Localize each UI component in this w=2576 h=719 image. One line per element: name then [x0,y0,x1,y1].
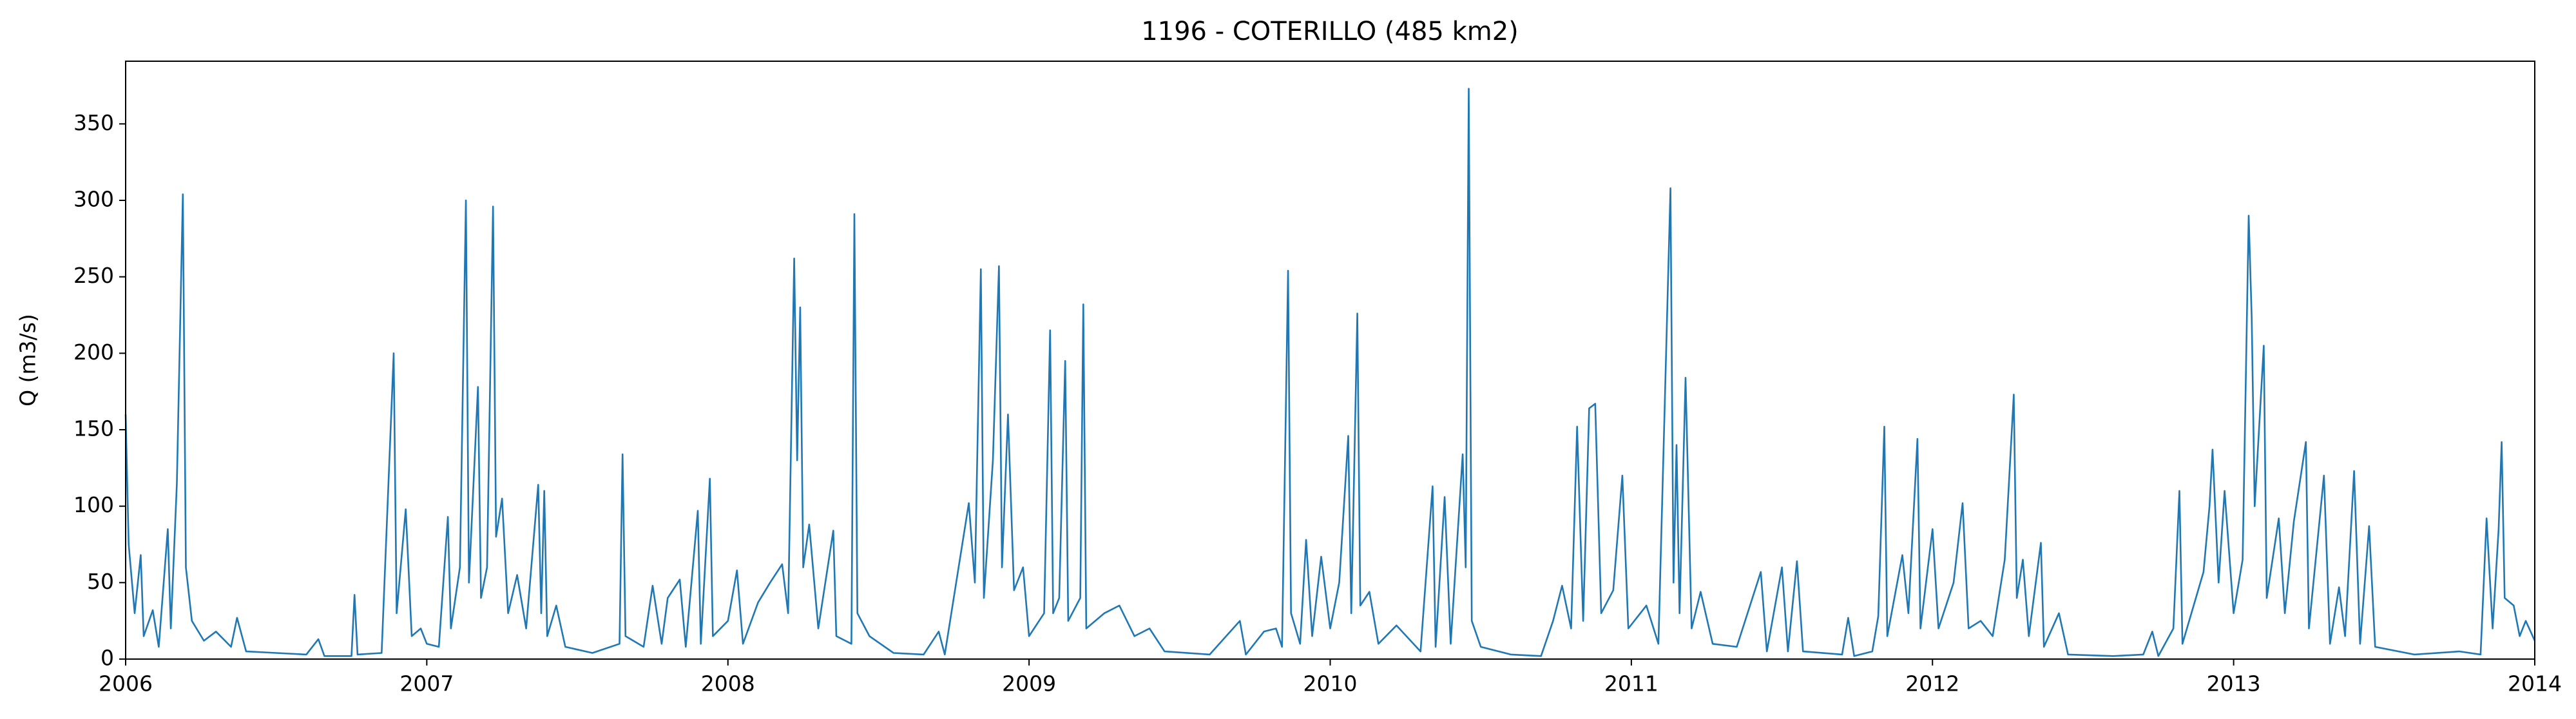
x-tick-label: 2009 [1002,671,1056,696]
y-tick-label: 150 [73,416,114,441]
flow-line [124,88,2536,657]
y-tick-label: 100 [73,492,114,517]
y-axis-label: Q (m3/s) [15,314,41,407]
y-tick-label: 300 [73,186,114,211]
chart-title: 1196 - COTERILLO (485 km2) [1141,17,1519,46]
x-tick-label: 2010 [1303,671,1358,696]
x-tick-label: 2012 [1905,671,1959,696]
y-tick-label: 200 [73,340,114,365]
x-tick-label: 2014 [2508,671,2562,696]
y-tick-label: 250 [73,263,114,288]
x-tick-label: 2008 [701,671,755,696]
plot-frame [125,61,2535,660]
x-tick-label: 2011 [1604,671,1658,696]
x-tick-label: 2007 [399,671,454,696]
x-tick-label: 2013 [2207,671,2261,696]
x-tick-label: 2006 [99,671,153,696]
y-tick-label: 350 [73,110,114,135]
y-tick-label: 0 [101,646,114,671]
y-tick-label: 50 [87,569,114,594]
